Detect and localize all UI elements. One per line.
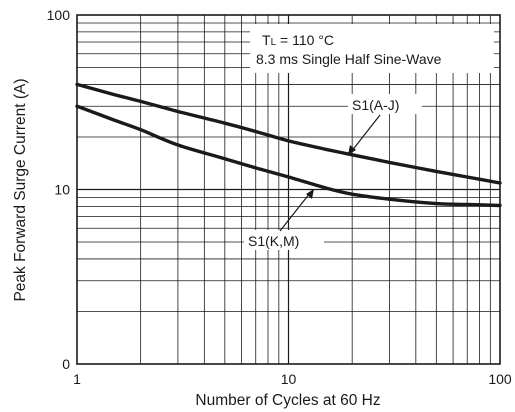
x-tick-label: 100	[488, 371, 512, 387]
plot-frame	[76, 14, 501, 365]
arrow-s1-km-line	[279, 192, 311, 232]
annotation-temp: = 110 °C	[276, 32, 334, 48]
annotation-t: T	[262, 32, 271, 48]
series-label-bg-1	[348, 94, 422, 114]
series-lines	[75, 82, 502, 208]
y-axis-title: Peak Forward Surge Current (A)	[12, 78, 29, 301]
annotation-line-1: TL = 110 °C	[262, 32, 334, 48]
annotation-box	[250, 24, 494, 73]
tick-labels: 1 10 100 0 10 100	[47, 7, 512, 387]
series-line-s1-aj	[75, 82, 502, 185]
y-tick-label: 100	[47, 7, 71, 23]
arrow-s1-aj-head	[348, 145, 356, 155]
series-label-s1-km: S1(K,M)	[248, 233, 299, 249]
grid	[77, 15, 500, 364]
x-tick-label: 1	[73, 371, 81, 387]
y-tick-label: 0	[62, 356, 70, 372]
x-tick-label: 10	[281, 371, 297, 387]
x-axis-title: Number of Cycles at 60 Hz	[195, 392, 380, 409]
arrow-s1-aj-line	[350, 114, 381, 153]
arrow-s1-km-head	[306, 189, 314, 199]
y-tick-label: 10	[54, 182, 70, 198]
series-label-s1-aj: S1(A-J)	[352, 97, 399, 113]
series-line-s1-km	[75, 104, 502, 208]
annotation-line-2: 8.3 ms Single Half Sine-Wave	[256, 51, 442, 67]
series-label-bg-2	[244, 230, 324, 250]
annotation-subscript: L	[271, 37, 277, 48]
